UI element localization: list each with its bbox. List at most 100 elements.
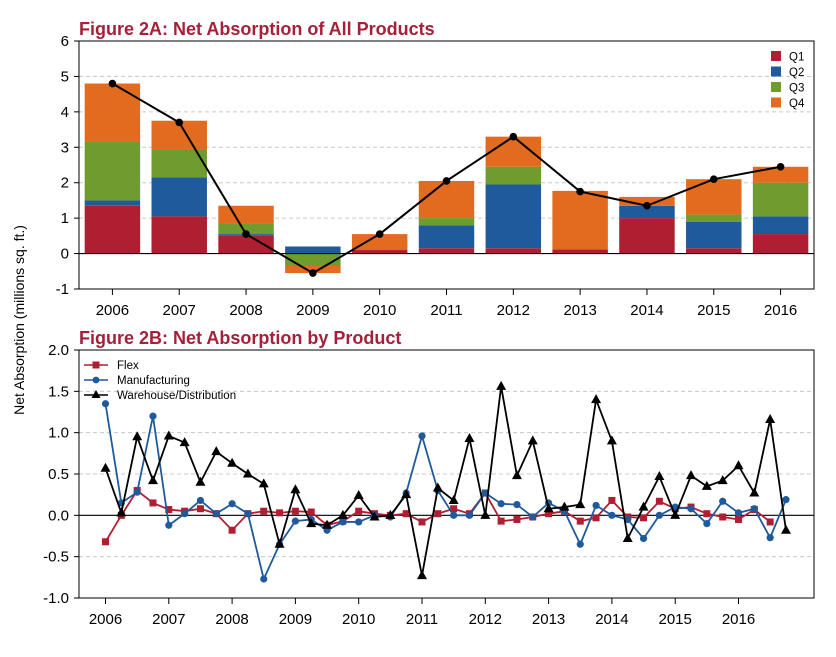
manufacturing-point-20	[418, 432, 426, 440]
y-tick-label: -0.5	[43, 549, 69, 566]
manufacturing-point-22	[450, 511, 458, 519]
y-tick-label: 0.5	[48, 466, 69, 483]
total-point-2014	[643, 201, 651, 210]
warehouse-distribution-point-16	[353, 489, 364, 499]
warehouse-distribution-point-9	[242, 468, 253, 478]
bar-q3-2006	[84, 141, 141, 201]
warehouse-distribution-point-27	[527, 435, 538, 445]
warehouse-distribution-point-23	[464, 432, 475, 442]
flex-point-25	[497, 517, 505, 525]
flex-point-13	[307, 508, 315, 516]
warehouse-distribution-point-7	[211, 446, 222, 456]
bar-q1-2006	[84, 205, 141, 254]
figure-2a-title: Figure 2A: Net Absorption of All Product…	[79, 19, 435, 39]
warehouse-distribution-point-0	[100, 462, 111, 472]
x-tick-label: 2010	[363, 302, 396, 319]
x-tick-label: 2007	[163, 302, 196, 319]
warehouse-distribution-point-41	[749, 487, 760, 497]
figure-2a-x-ticks: 2006 2007 2008 2009 2010 2011 2012 2013 2014 2015…	[96, 289, 797, 319]
manufacturing-point-34	[639, 534, 648, 543]
bar-q1-2010	[351, 250, 408, 254]
legend-label-warehouse-distribution: Warehouse/Distribution	[117, 390, 236, 402]
legend-label-q1: Q1	[789, 52, 804, 64]
manufacturing-point-23	[465, 511, 474, 519]
flex-point-11	[276, 509, 284, 517]
warehouse-distribution-point-33	[622, 532, 633, 542]
warehouse-distribution-point-32	[606, 435, 617, 445]
manufacturing-point-31	[592, 501, 600, 510]
legend-swatch-q1	[771, 51, 781, 61]
bar-q1-2011	[418, 248, 475, 254]
warehouse-distribution-point-13	[306, 518, 317, 528]
flex-point-6	[196, 505, 204, 513]
flex-point-39	[719, 513, 727, 521]
bar-q3-2016	[752, 182, 809, 217]
legend-marker-manufacturing	[92, 376, 100, 384]
warehouse-distribution-point-4	[163, 430, 174, 440]
total-point-2011	[442, 177, 451, 185]
x-tick-label: 2015	[659, 611, 692, 628]
x-tick-label: 2008	[215, 611, 248, 628]
figure-2a-panel: Figure 2A: Net Absorption of All Product…	[56, 19, 815, 319]
total-point-2008	[242, 230, 250, 238]
manufacturing-point-8	[228, 500, 236, 508]
figure-2a-total-line	[108, 79, 785, 277]
warehouse-distribution-point-43	[780, 524, 791, 534]
total-point-2016	[776, 162, 785, 171]
manufacturing-point-27	[529, 513, 537, 521]
warehouse-distribution-point-35	[654, 470, 665, 480]
bar-q2-2015	[686, 221, 742, 249]
bar-q1-2014	[619, 218, 675, 254]
warehouse-distribution-point-12	[290, 484, 301, 494]
flex-point-3	[149, 499, 157, 507]
flex-point-21	[434, 510, 442, 518]
manufacturing-point-7	[212, 510, 220, 518]
warehouse-distribution-point-34	[638, 501, 649, 511]
flex-point-4	[165, 506, 173, 514]
flex-point-10	[260, 507, 268, 515]
bar-q1-2016	[752, 234, 809, 254]
total-point-2006	[108, 79, 117, 88]
x-tick-label: 2011	[430, 302, 462, 319]
x-tick-label: 2013	[532, 611, 565, 628]
warehouse-distribution-point-38	[701, 480, 712, 490]
y-tick-label: 6	[61, 33, 69, 50]
warehouse-distribution-point-11	[274, 538, 285, 548]
x-tick-label: 2008	[229, 302, 262, 319]
warehouse-distribution-point-20	[417, 570, 427, 580]
bar-q2-2007	[151, 177, 207, 217]
flex-point-34	[640, 514, 648, 522]
flex-point-28	[545, 510, 553, 518]
warehouse-distribution-point-15	[337, 509, 348, 519]
warehouse-distribution-point-14	[322, 519, 333, 529]
figure-2a-bars	[84, 83, 809, 274]
x-tick-label: 2007	[152, 611, 185, 628]
bar-q2-2012	[485, 184, 542, 249]
legend-label-flex: Flex	[117, 360, 139, 372]
y-tick-label: 2.0	[48, 342, 69, 359]
y-tick-label: 5	[61, 68, 69, 85]
total-point-2010	[375, 230, 384, 238]
flex-point-31	[592, 514, 600, 522]
manufacturing-point-4	[165, 521, 173, 529]
x-tick-label: 2015	[697, 302, 730, 319]
bar-q2-2014	[619, 205, 675, 219]
bar-q3-2008	[218, 223, 274, 235]
warehouse-distribution-point-8	[227, 457, 238, 467]
bar-q1-2012	[485, 248, 542, 254]
bar-q2-2009	[285, 246, 341, 254]
flex-point-12	[291, 507, 299, 515]
bar-q1-2008	[218, 235, 274, 254]
manufacturing-point-35	[655, 511, 663, 519]
bar-q4-2016	[752, 166, 809, 183]
warehouse-distribution-point-29	[559, 501, 570, 511]
legend-swatch-q2	[771, 66, 781, 77]
manufacturing-point-40	[734, 509, 743, 517]
x-tick-label: 2012	[469, 611, 502, 628]
warehouse-distribution-point-39	[717, 475, 728, 485]
flex-point-42	[766, 518, 774, 526]
warehouse-distribution-point-6	[195, 476, 206, 486]
y-tick-label: 1	[61, 210, 69, 227]
warehouse-distribution-point-18	[385, 509, 396, 519]
